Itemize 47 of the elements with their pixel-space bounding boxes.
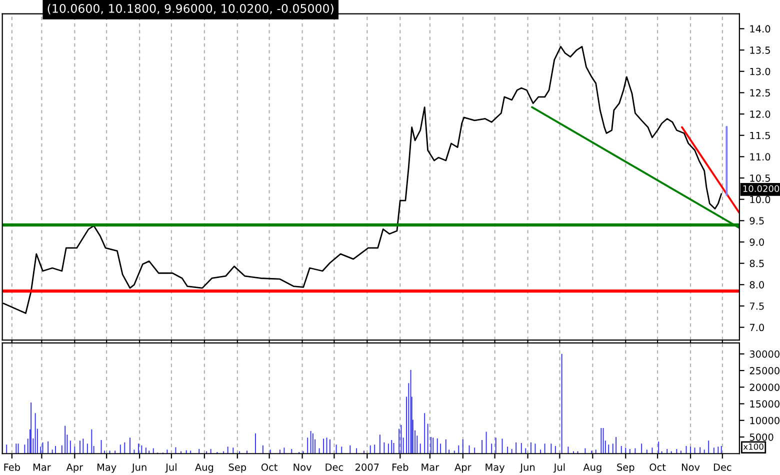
x-tick-label: 2007 bbox=[356, 464, 379, 471]
x-tick-label: Oct bbox=[261, 464, 278, 471]
y-tick-label: 13.0 bbox=[750, 68, 770, 76]
y-tick-label: 7.0 bbox=[750, 324, 764, 332]
y-tick-label: 12.0 bbox=[750, 110, 770, 118]
x-tick-label: Jun bbox=[131, 464, 146, 473]
text: x100 bbox=[743, 443, 764, 450]
x-tick-label: Oct bbox=[650, 464, 666, 471]
x-tick-label: Sep bbox=[617, 464, 634, 473]
x-tick-label: Feb bbox=[4, 463, 20, 471]
y-tick-label: 5000 bbox=[750, 433, 774, 441]
y-tick-label: 25000 bbox=[750, 367, 780, 374]
x-tick-label: Mar bbox=[33, 464, 51, 471]
y-tick-label: 14.0 bbox=[750, 25, 770, 33]
x-tick-label: Dec bbox=[326, 464, 343, 471]
x-tick-label: Aug bbox=[195, 464, 214, 473]
x-tick-label: Jun bbox=[520, 464, 535, 473]
x-tick-label: Sep bbox=[228, 464, 246, 473]
y-tick-label: 10.5 bbox=[750, 174, 770, 182]
chart-title: (10.0600, 10.1800, 9.96000, 10.0200, -0.05000) bbox=[48, 4, 334, 14]
y-tick-label: 9.0 bbox=[750, 238, 764, 246]
x-tick-label: Mar bbox=[422, 464, 440, 471]
x-tick-label: Jul bbox=[553, 463, 565, 473]
x-tick-label: Jul bbox=[165, 463, 176, 473]
x-tick-label: Nov bbox=[294, 464, 312, 471]
y-tick-label: 7.5 bbox=[750, 302, 764, 310]
y-tick-label: 8.5 bbox=[750, 260, 764, 268]
x-tick-label: Feb bbox=[392, 463, 408, 471]
y-tick-label: 30000 bbox=[750, 350, 780, 358]
x-tick-label: Dec bbox=[714, 464, 732, 471]
y-tick-label: 8.0 bbox=[750, 281, 764, 288]
x-tick-label: Apr bbox=[454, 464, 472, 473]
x-tick-label: Aug bbox=[583, 464, 602, 473]
x-tick-label: Apr bbox=[66, 464, 84, 473]
y-tick-label: 15000 bbox=[750, 400, 780, 408]
y-tick-label: 10000 bbox=[750, 416, 780, 424]
y-tick-label: 12.5 bbox=[750, 89, 770, 97]
text: 10.0200 bbox=[743, 185, 780, 192]
y-tick-label: 9.5 bbox=[750, 217, 764, 224]
y-tick-label: 20000 bbox=[750, 384, 780, 391]
y-tick-label: 11.5 bbox=[750, 132, 770, 140]
x-tick-label: May bbox=[97, 464, 116, 473]
x-tick-label: Nov bbox=[682, 464, 700, 471]
y-tick-label: 10.0 bbox=[750, 196, 770, 204]
x-tick-label: May bbox=[486, 464, 505, 473]
y-tick-label: 13.5 bbox=[750, 46, 770, 54]
y-tick-label: 11.0 bbox=[750, 153, 770, 161]
